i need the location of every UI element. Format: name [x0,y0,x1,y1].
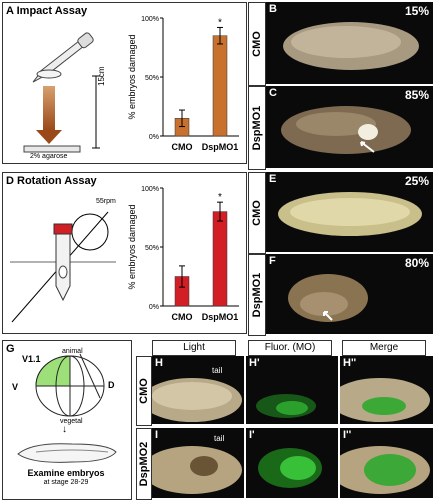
y-tick-label: 50% [145,245,159,252]
percent-c: 85% [404,88,429,102]
y-tick-label: 0% [149,304,159,311]
rotation-assay-illustration [10,211,116,323]
y-tick-label: 100% [141,16,159,23]
panel-a-title: A Impact Assay [6,5,88,17]
height-label: 15cm [97,66,106,86]
photo-h-light: H tail [152,356,244,424]
photo-f: F 80% [266,254,433,334]
impact-assay-illustration [23,32,100,153]
category-label: CMO [172,312,193,322]
surface-label: 2% agarose [30,153,68,160]
y-axis-label: % embryos damaged [127,204,137,289]
impact-chart: % embryos damaged 0% 50% 100% CMO * DspMO1 [127,16,239,152]
photo-h-fluor: H' [246,356,338,424]
row-label-e: CMO [248,172,266,254]
y-axis-label: % embryos damaged [127,34,137,119]
blastomere-diagram [35,353,105,417]
panel-g-letter: G [6,343,15,355]
y-tick-label: 100% [141,186,159,193]
significance-marker: * [218,192,222,203]
bar [212,35,228,137]
row-label-b: CMO [248,2,266,86]
photo-i-fluor: I' [246,428,338,498]
category-label: DspMO1 [202,312,239,322]
significance-marker: * [218,17,222,28]
down-arrow-icon: ↓ [62,424,67,435]
vegetal-label: vegetal [60,418,83,425]
col-header-merge: Merge [342,340,426,356]
photo-e: E 25% [266,172,433,252]
v-label: V [12,382,19,392]
panel-d [2,172,247,334]
photo-b: B 15% [266,2,433,84]
photo-i-merge: I'' [340,428,433,498]
percent-b: 15% [404,4,429,18]
row-label-f: DspMO1 [248,254,266,336]
examine-caption: Examine embryos at stage 28-29 [27,468,105,486]
photo-i-light: I tail [152,428,244,498]
animal-label: animal [62,348,83,355]
row-label-c: DspMO1 [248,86,266,170]
row-label-h: CMO [136,356,152,426]
tailbud-embryo-sketch [17,443,117,463]
y-tick-label: 50% [145,75,159,82]
percent-e: 25% [404,174,429,188]
photo-h-merge: H'' [340,356,433,424]
photo-c: C 85% [266,86,433,168]
y-tick-label: 0% [149,134,159,141]
rotation-chart: % embryos damaged 0% 50% 100% CMO * DspMO1 [127,186,239,322]
col-header-fluor: Fluor. (MO) [248,340,332,356]
speed-label: 55rpm [96,198,116,205]
percent-f: 80% [404,256,429,270]
bar [212,211,228,307]
d-label: D [108,380,115,390]
v11-label: V1.1 [22,354,41,364]
category-label: CMO [172,142,193,152]
col-header-light: Light [152,340,236,356]
panel-d-title: D Rotation Assay [6,175,97,187]
category-label: DspMO1 [202,142,239,152]
row-label-i: DspMO2 [136,428,152,500]
